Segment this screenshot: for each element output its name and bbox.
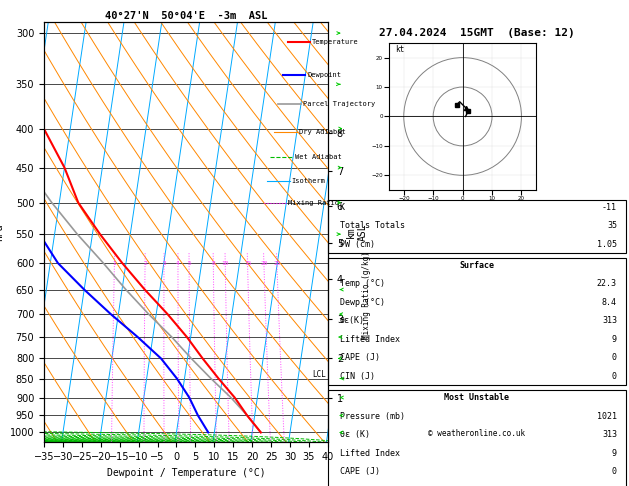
Text: 313: 313 <box>602 316 617 326</box>
Text: 0: 0 <box>612 353 617 363</box>
X-axis label: Dewpoint / Temperature (°C): Dewpoint / Temperature (°C) <box>107 468 265 478</box>
Text: PW (cm): PW (cm) <box>340 240 375 249</box>
Bar <box>328 258 626 385</box>
Text: Most Unstable: Most Unstable <box>444 393 509 402</box>
Text: Pressure (mb): Pressure (mb) <box>340 412 405 421</box>
Text: θε(K): θε(K) <box>340 316 365 326</box>
Text: Mixing Ratio (g/kg): Mixing Ratio (g/kg) <box>362 251 371 339</box>
Text: CAPE (J): CAPE (J) <box>340 467 380 476</box>
Text: Mixing Ratio: Mixing Ratio <box>288 200 339 206</box>
Text: CAPE (J): CAPE (J) <box>340 353 380 363</box>
Text: Surface: Surface <box>459 261 494 270</box>
Text: 5: 5 <box>187 260 191 265</box>
Text: Parcel Trajectory: Parcel Trajectory <box>303 102 375 107</box>
Text: 10: 10 <box>221 260 229 265</box>
Text: 2: 2 <box>143 260 147 265</box>
Text: 27.04.2024  15GMT  (Base: 12): 27.04.2024 15GMT (Base: 12) <box>379 28 575 38</box>
Y-axis label: hPa: hPa <box>0 223 4 241</box>
Text: 9: 9 <box>612 335 617 344</box>
Bar <box>328 390 626 486</box>
Text: kt: kt <box>395 45 404 54</box>
Text: 15: 15 <box>244 260 252 265</box>
Text: 1021: 1021 <box>597 412 617 421</box>
Text: 22.3: 22.3 <box>597 279 617 288</box>
Text: 20: 20 <box>260 260 268 265</box>
Text: CIN (J): CIN (J) <box>340 372 375 381</box>
Text: 4: 4 <box>176 260 180 265</box>
Text: 3: 3 <box>162 260 166 265</box>
Text: Wet Adiabat: Wet Adiabat <box>295 154 342 160</box>
Text: Lifted Index: Lifted Index <box>340 335 400 344</box>
Text: Totals Totals: Totals Totals <box>340 221 405 230</box>
Text: 25: 25 <box>273 260 281 265</box>
Text: Dry Adiabat: Dry Adiabat <box>299 129 345 135</box>
Text: 35: 35 <box>607 221 617 230</box>
Text: 0: 0 <box>612 467 617 476</box>
Text: Lifted Index: Lifted Index <box>340 449 400 458</box>
Text: 0: 0 <box>612 372 617 381</box>
Text: Temperature: Temperature <box>312 39 359 45</box>
Title: 40°27'N  50°04'E  -3m  ASL: 40°27'N 50°04'E -3m ASL <box>104 11 267 21</box>
Text: θε (K): θε (K) <box>340 430 370 439</box>
Text: 9: 9 <box>612 449 617 458</box>
Text: LCL: LCL <box>312 370 326 379</box>
Bar <box>328 200 626 253</box>
Text: -11: -11 <box>602 203 617 211</box>
Text: K: K <box>340 203 345 211</box>
Y-axis label: km
ASL: km ASL <box>346 223 367 241</box>
Text: Dewpoint: Dewpoint <box>307 71 342 78</box>
Text: © weatheronline.co.uk: © weatheronline.co.uk <box>428 429 525 438</box>
Text: 1: 1 <box>113 260 116 265</box>
Text: Temp (°C): Temp (°C) <box>340 279 385 288</box>
Text: Isotherm: Isotherm <box>291 177 325 184</box>
Text: 8: 8 <box>211 260 215 265</box>
Text: 8.4: 8.4 <box>602 298 617 307</box>
Text: 313: 313 <box>602 430 617 439</box>
Text: Dewp (°C): Dewp (°C) <box>340 298 385 307</box>
Text: 1.05: 1.05 <box>597 240 617 249</box>
